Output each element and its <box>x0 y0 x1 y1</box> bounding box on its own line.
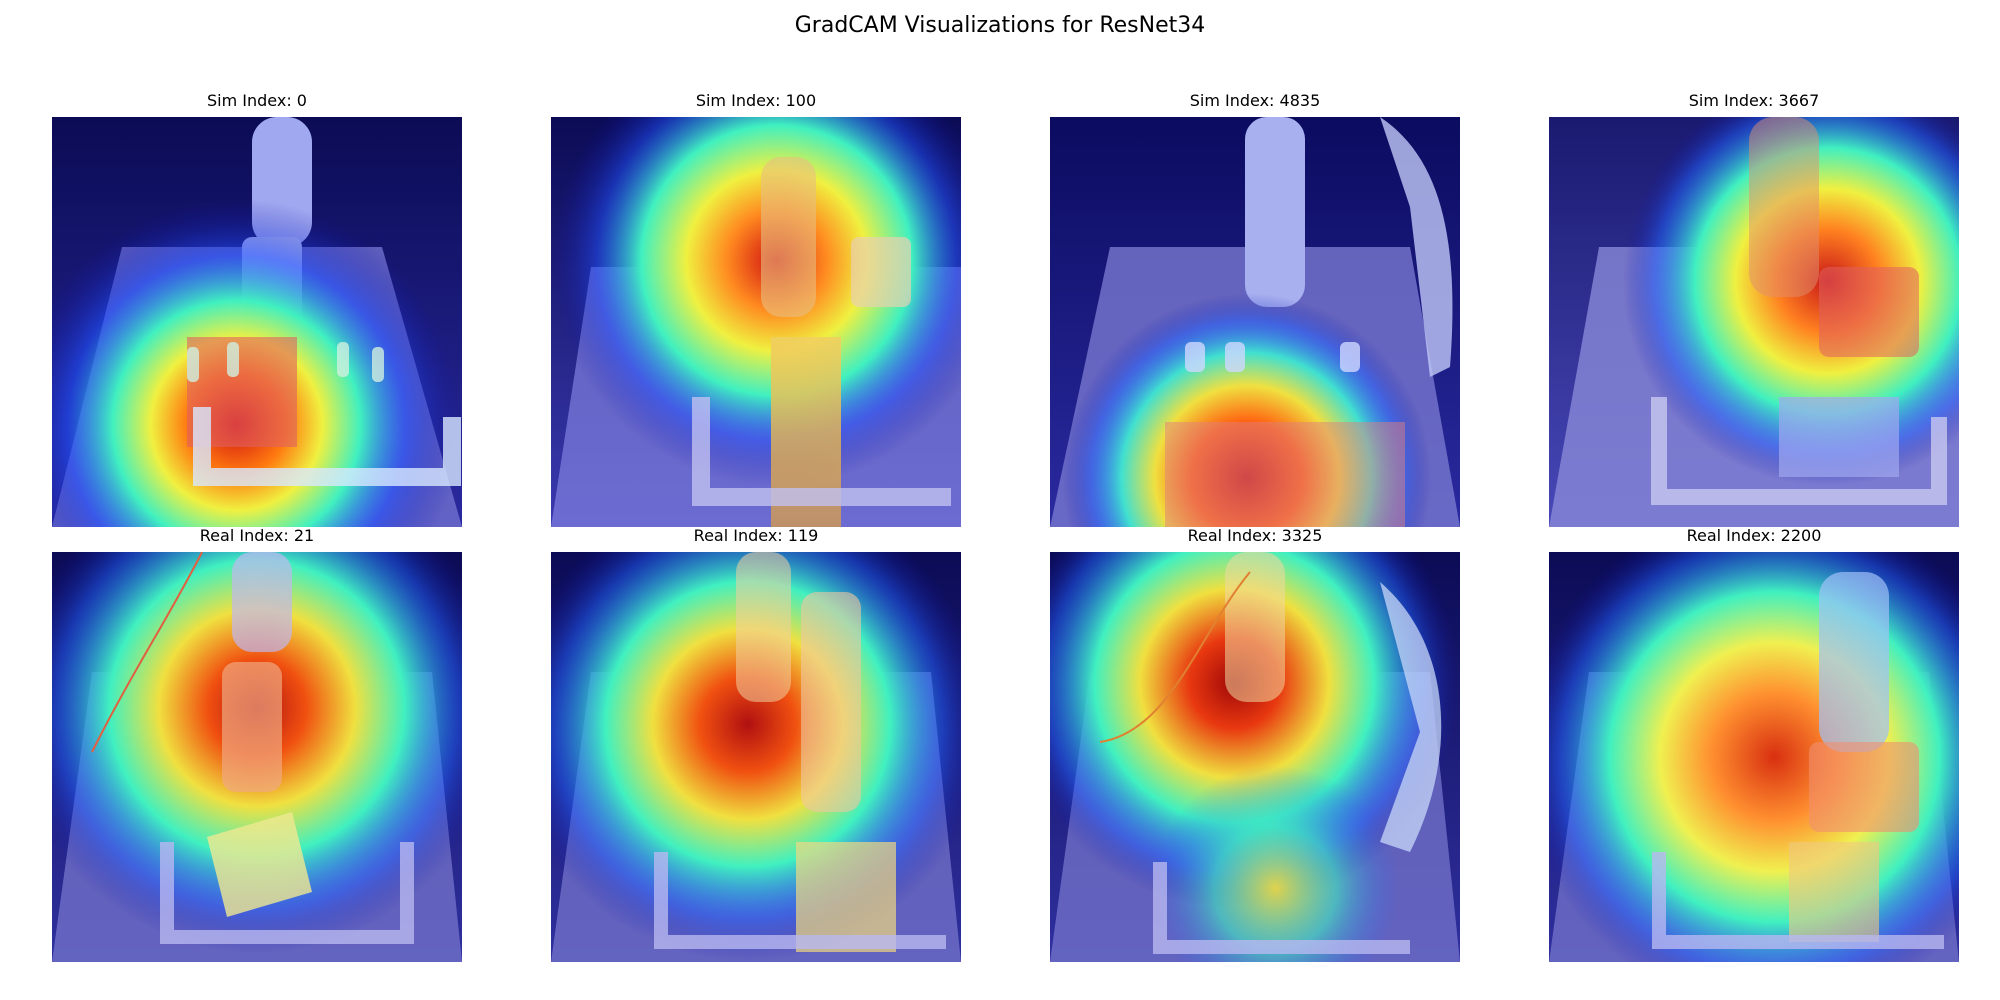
figure-title: GradCAM Visualizations for ResNet34 <box>794 13 1206 38</box>
gradcam-image-real-3325 <box>1050 552 1460 962</box>
panel-title-sim-4835: Sim Index: 4835 <box>1189 91 1321 110</box>
gradcam-image-real-21 <box>52 552 462 962</box>
gradcam-image-real-2200 <box>1549 552 1959 962</box>
panel-title-sim-100: Sim Index: 100 <box>695 91 817 110</box>
panel-title-real-21: Real Index: 21 <box>199 526 315 545</box>
panel-title-real-119: Real Index: 119 <box>693 526 819 545</box>
panel-title-real-3325: Real Index: 3325 <box>1187 526 1323 545</box>
panel-title-sim-0: Sim Index: 0 <box>207 91 307 110</box>
gradcam-image-sim-4835 <box>1050 117 1460 527</box>
panel-title-real-2200: Real Index: 2200 <box>1686 526 1822 545</box>
gradcam-image-sim-3667 <box>1549 117 1959 527</box>
gradcam-image-sim-0 <box>52 117 462 527</box>
gradcam-image-real-119 <box>551 552 961 962</box>
gradcam-image-sim-100 <box>551 117 961 527</box>
panel-title-sim-3667: Sim Index: 3667 <box>1688 91 1820 110</box>
